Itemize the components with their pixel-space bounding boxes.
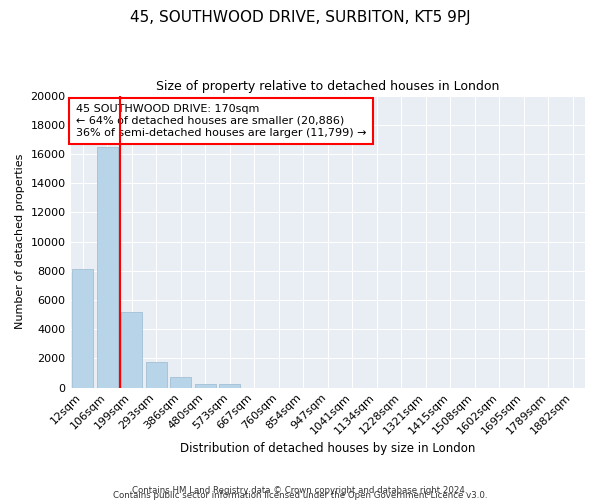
Bar [73,270,93,388]
Title: Size of property relative to detached houses in London: Size of property relative to detached ho… [156,80,499,93]
Bar [97,146,118,388]
Text: Contains HM Land Registry data © Crown copyright and database right 2024.: Contains HM Land Registry data © Crown c… [132,486,468,495]
Text: Contains public sector information licensed under the Open Government Licence v3: Contains public sector information licen… [113,491,487,500]
X-axis label: Distribution of detached houses by size in London: Distribution of detached houses by size … [180,442,475,455]
Bar [121,312,142,388]
Text: 45, SOUTHWOOD DRIVE, SURBITON, KT5 9PJ: 45, SOUTHWOOD DRIVE, SURBITON, KT5 9PJ [130,10,470,25]
Bar [170,376,191,388]
Bar [220,384,240,388]
Y-axis label: Number of detached properties: Number of detached properties [15,154,25,330]
Bar [195,384,215,388]
Text: 45 SOUTHWOOD DRIVE: 170sqm
← 64% of detached houses are smaller (20,886)
36% of : 45 SOUTHWOOD DRIVE: 170sqm ← 64% of deta… [76,104,366,138]
Bar [146,362,167,388]
